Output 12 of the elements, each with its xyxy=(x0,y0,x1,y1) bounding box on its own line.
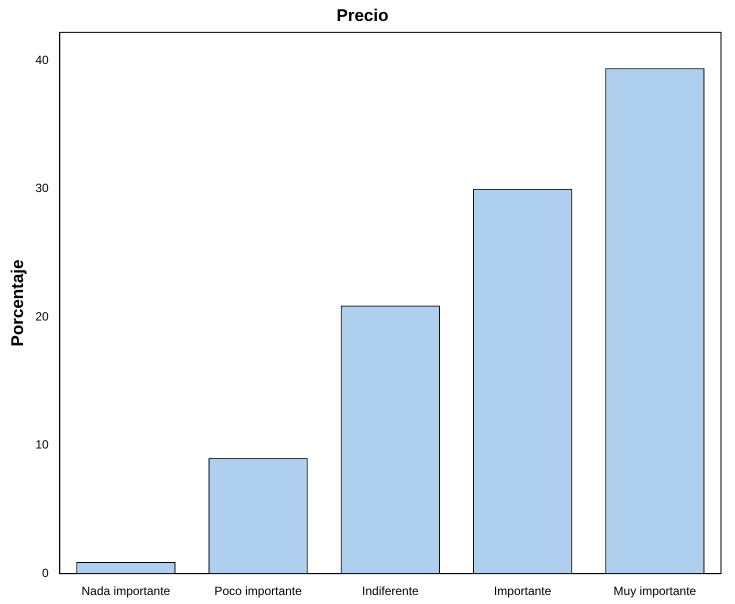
y-axis-title: Porcentaje xyxy=(8,260,27,346)
y-tick-label: 20 xyxy=(35,309,50,324)
y-tick-label: 0 xyxy=(42,566,50,580)
chart-title: Precio xyxy=(336,6,388,25)
x-tick-label: Importante xyxy=(494,584,552,598)
y-tick-label: 40 xyxy=(35,52,50,67)
x-tick-label: Indiferente xyxy=(362,584,420,598)
x-tick-label: Nada importante xyxy=(82,584,171,598)
x-tick-label: Poco importante xyxy=(214,584,302,598)
y-tick-label: 30 xyxy=(35,181,50,196)
y-tick-label: 10 xyxy=(35,438,50,452)
x-tick-label: Muy importante xyxy=(614,584,697,598)
